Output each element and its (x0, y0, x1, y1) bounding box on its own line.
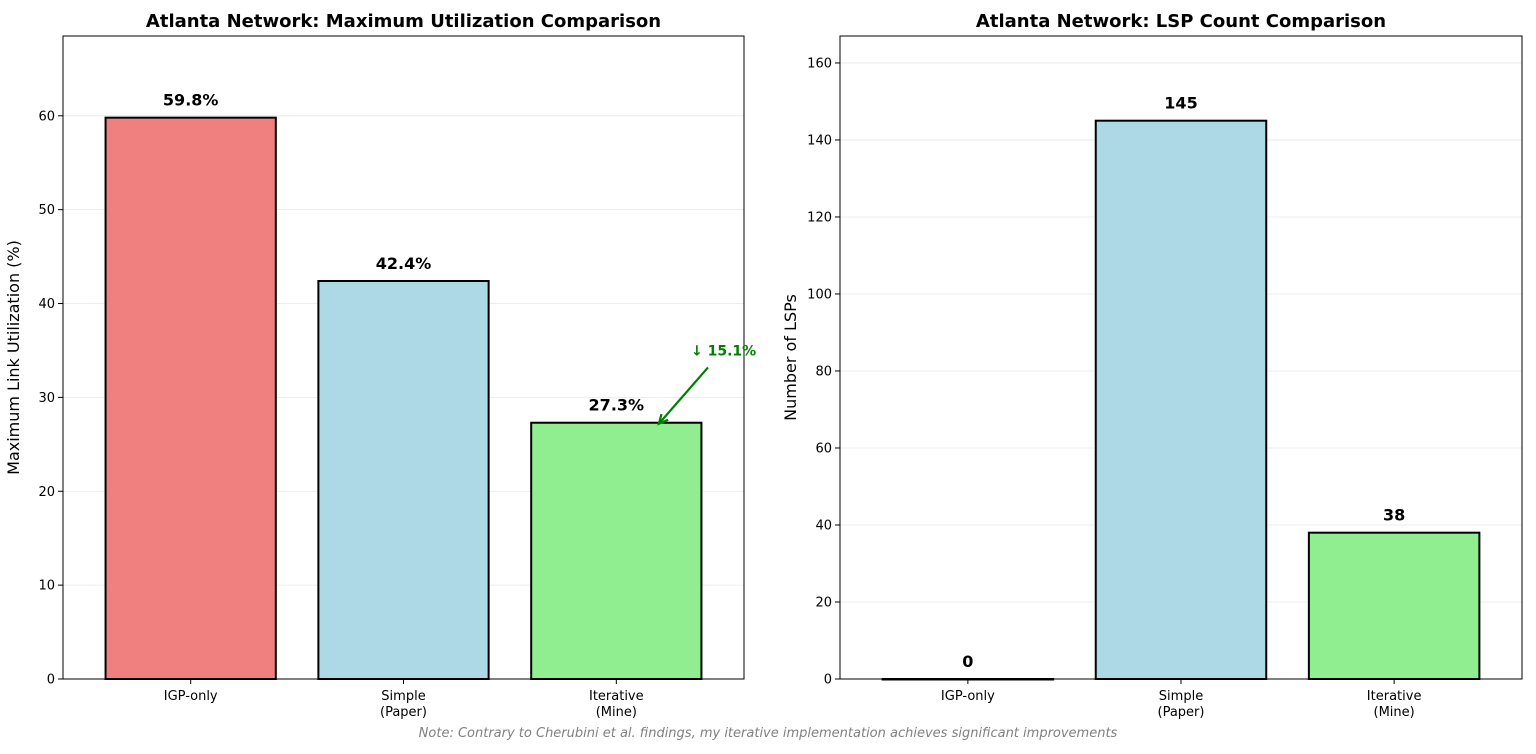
bar-value-label: 42.4% (376, 254, 432, 273)
bar (1094, 119, 1268, 680)
annotation-arrowhead (657, 413, 669, 426)
y-tick-label: 20 (38, 485, 55, 500)
y-tick-label: 140 (807, 133, 832, 148)
bar (317, 279, 490, 680)
y-tick-label: 30 (38, 391, 55, 406)
chart-title: Atlanta Network: Maximum Utilization Com… (146, 11, 661, 32)
x-tick-label-line: Simple (1159, 689, 1203, 704)
y-tick-label: 60 (815, 441, 832, 456)
bar-value-label: 59.8% (163, 91, 219, 110)
y-tick-label: 40 (38, 297, 55, 312)
y-tick-label: 100 (807, 287, 832, 302)
x-tick-label: Simple (Paper) (380, 689, 427, 720)
chart-title: Atlanta Network: LSP Count Comparison (976, 11, 1386, 32)
bar-value-label: 38 (1383, 506, 1405, 525)
x-tick-label: IGP-only (941, 689, 995, 704)
x-tick-label: IGP-only (164, 689, 218, 704)
bar-value-label: 27.3% (589, 396, 645, 415)
x-tick-label-line: Simple (381, 689, 425, 704)
annotation-arrow (658, 366, 709, 425)
y-tick-label: 80 (815, 364, 832, 379)
y-tick-label: 60 (38, 109, 55, 124)
y-tick-label: 120 (807, 210, 832, 225)
bar (1307, 531, 1481, 680)
x-tick-label: Simple (Paper) (1158, 689, 1205, 720)
y-tick-label: 0 (824, 673, 832, 688)
x-tick-label-line: Iterative (1367, 689, 1422, 704)
annotation-label: ↓ 15.1% (691, 343, 756, 359)
y-tick-label: 0 (47, 673, 55, 688)
x-tick-label-line: (Mine) (1374, 705, 1415, 720)
y-tick-label: 40 (815, 518, 832, 533)
x-tick-label: Iterative (Mine) (589, 689, 644, 720)
footnote: Note: Contrary to Cherubini et al. findi… (418, 726, 1118, 741)
bar (104, 116, 277, 680)
utilization-chart: 59.8% 42.4% 27.3% 0 10 20 30 40 50 60 IGP-only Simp… (4, 11, 756, 720)
y-tick-label: 20 (815, 595, 832, 610)
bar-value-label: 0 (962, 652, 973, 671)
y-tick-label: 160 (807, 56, 832, 71)
y-axis-label: Number of LSPs (781, 294, 800, 421)
x-tick-label: Iterative (Mine) (1367, 689, 1422, 720)
x-tick-label-line: (Mine) (596, 705, 637, 720)
y-axis-label: Maximum Link Utilization (%) (4, 240, 23, 475)
y-tick-label: 50 (38, 203, 55, 218)
x-tick-label-line: IGP-only (941, 689, 995, 704)
x-tick-label-line: IGP-only (164, 689, 218, 704)
x-tick-label-line: (Paper) (380, 705, 427, 720)
bar-value-label: 145 (1164, 94, 1197, 113)
x-tick-label-line: (Paper) (1158, 705, 1205, 720)
x-tick-label-line: Iterative (589, 689, 644, 704)
bar (530, 421, 703, 680)
y-tick-label: 10 (38, 579, 55, 594)
lsp-count-chart: 0 145 38 0 20 40 60 80 100 120 140 160 IGP-only Simpl… (781, 11, 1523, 720)
